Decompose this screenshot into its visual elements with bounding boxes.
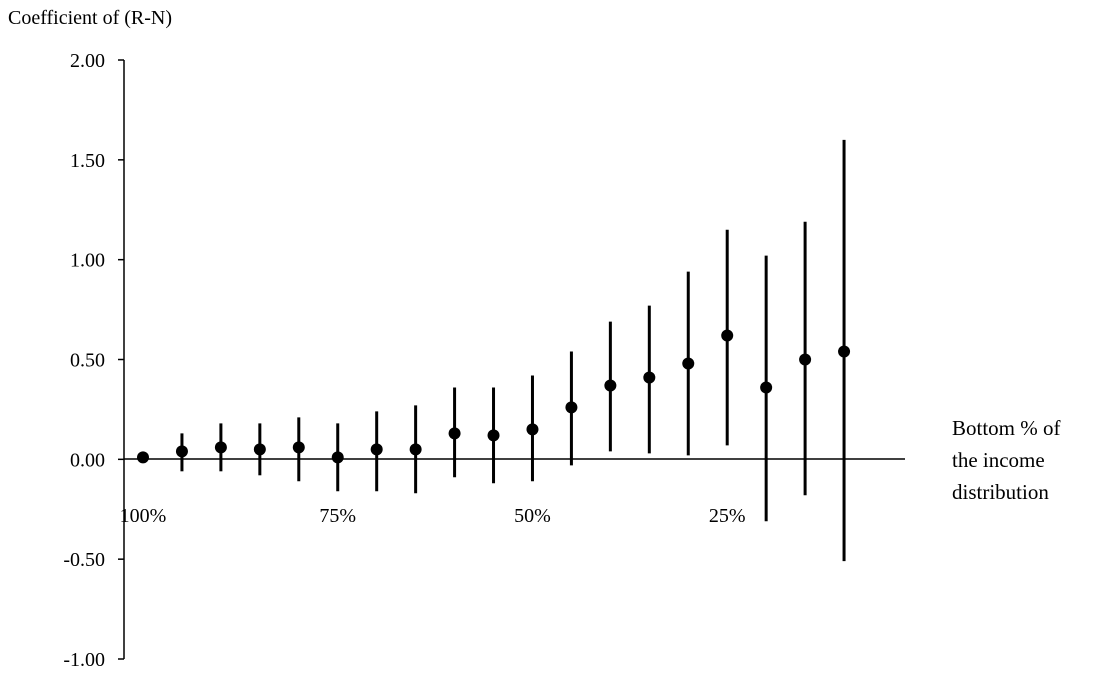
data-point [487,429,500,442]
data-point [370,443,383,456]
x-tick-label: 100% [120,505,167,527]
x-axis-title-line-2: the income [952,448,1045,472]
y-tick-label: -1.00 [63,649,105,671]
x-tick-labels: 100% 75% 50% 25% [120,505,746,527]
y-axis-title: Coefficient of (R-N) [8,7,172,29]
data-point [331,451,344,464]
data-point [721,329,734,342]
series-markers [137,139,851,562]
data-point [565,401,578,414]
data-point [799,353,812,366]
y-tick-label: 1.50 [70,150,105,172]
data-point [526,423,539,436]
y-tick-label: 2.00 [70,50,105,72]
x-axis-title-line-3: distribution [952,480,1049,504]
data-point [448,427,461,440]
y-tick-label: 1.00 [70,250,105,272]
x-tick-label: 50% [514,505,551,527]
data-point [643,371,656,384]
data-point [838,345,851,358]
data-point [137,451,149,464]
y-tick-label: 0.50 [70,350,105,372]
data-point [253,443,266,456]
data-point [409,443,422,456]
data-point [292,441,305,454]
data-point [175,445,188,458]
data-point [760,381,773,394]
y-ticks: 2.00 1.50 1.00 0.50 0.00 -0.50 -1.00 [63,50,124,671]
data-point [682,357,695,370]
x-axis-title: Bottom % of the income distribution [952,416,1061,504]
x-tick-label: 25% [709,505,746,527]
y-tick-label: -0.50 [63,549,105,571]
data-point [214,441,227,454]
x-axis-title-line-1: Bottom % of [952,416,1061,440]
data-point [604,379,617,392]
x-tick-label: 75% [319,505,356,527]
y-tick-label: 0.00 [70,449,105,471]
